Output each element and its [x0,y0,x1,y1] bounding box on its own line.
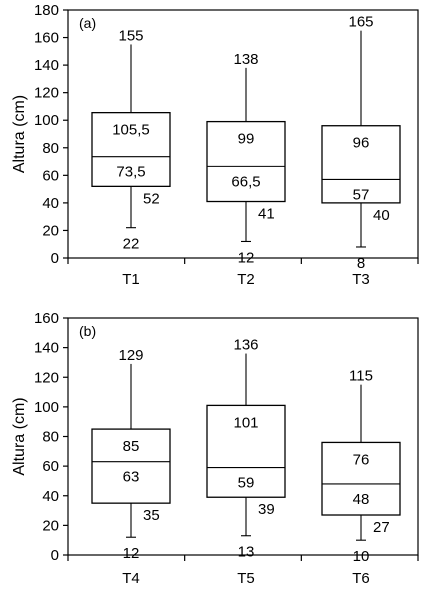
y-tick-label: 160 [34,310,59,327]
x-tick-label: T6 [352,570,370,587]
y-axis-title: Altura (cm) [11,397,28,475]
y-tick-label: 0 [51,547,59,564]
y-tick-label: 20 [42,517,59,534]
min-label: 13 [238,544,255,561]
max-label: 138 [233,51,258,68]
y-tick-label: 40 [42,488,59,505]
median-label: 48 [353,491,370,508]
y-tick-label: 60 [42,167,59,184]
plot-frame [67,9,419,259]
y-tick-label: 120 [34,369,59,386]
q1-label: 39 [258,501,275,518]
box-body [206,120,286,203]
box-body [321,125,401,204]
panel-label: (b) [79,323,96,339]
panel-label: (a) [79,15,96,31]
box-body [321,441,401,516]
min-label: 22 [123,236,140,253]
y-tick-label: 140 [34,57,59,74]
y-tick-label: 0 [51,250,59,267]
box-body [91,111,171,188]
q1-label: 40 [373,207,390,224]
y-tick-label: 100 [34,112,59,129]
max-label: 165 [348,14,373,31]
y-tick-label: 140 [34,340,59,357]
q3-label: 99 [238,131,255,148]
q3-label: 76 [353,451,370,468]
x-tick-label: T4 [122,570,140,587]
q1-label: 27 [373,519,390,536]
y-tick-label: 160 [34,30,59,47]
min-label: 12 [238,249,255,266]
median-label: 59 [238,475,255,492]
x-tick-label: T2 [237,271,255,288]
max-label: 136 [233,337,258,354]
q3-label: 101 [233,414,258,431]
median-label: 66,5 [231,173,260,190]
box-body [91,428,171,504]
box-body [206,404,286,498]
min-label: 10 [353,548,370,565]
y-tick-label: 20 [42,222,59,239]
y-tick-label: 180 [34,2,59,19]
y-tick-label: 100 [34,399,59,416]
x-tick-label: T5 [237,570,255,587]
panel-b: 0 20 40 60 80 100 120 140 160 T4 T5 T6 Altura (cm) (b… [11,310,419,587]
median-label: 73,5 [116,164,145,181]
median-label: 63 [123,469,140,486]
y-tick-label: 120 [34,85,59,102]
y-tick-label: 80 [42,429,59,446]
x-tick-label: T3 [352,271,370,288]
median-label: 57 [353,186,370,203]
max-label: 129 [118,347,143,364]
y-axis-title: Altura (cm) [11,95,28,173]
q1-label: 41 [258,206,275,223]
panel-a: 0 20 40 60 80 100 120 140 160 180 T1 T2 T3 Altura (cm… [11,2,419,288]
x-tick-label: T1 [122,271,140,288]
q3-label: 105,5 [112,122,150,139]
max-label: 155 [118,27,143,44]
q1-label: 52 [143,190,160,207]
q3-label: 96 [353,135,370,152]
y-tick-label: 40 [42,195,59,212]
min-label: 8 [357,255,365,272]
q3-label: 85 [123,438,140,455]
max-label: 115 [349,368,373,385]
q1-label: 35 [143,507,160,524]
min-label: 12 [123,545,140,562]
y-tick-label: 80 [42,140,59,157]
y-tick-label: 60 [42,458,59,475]
